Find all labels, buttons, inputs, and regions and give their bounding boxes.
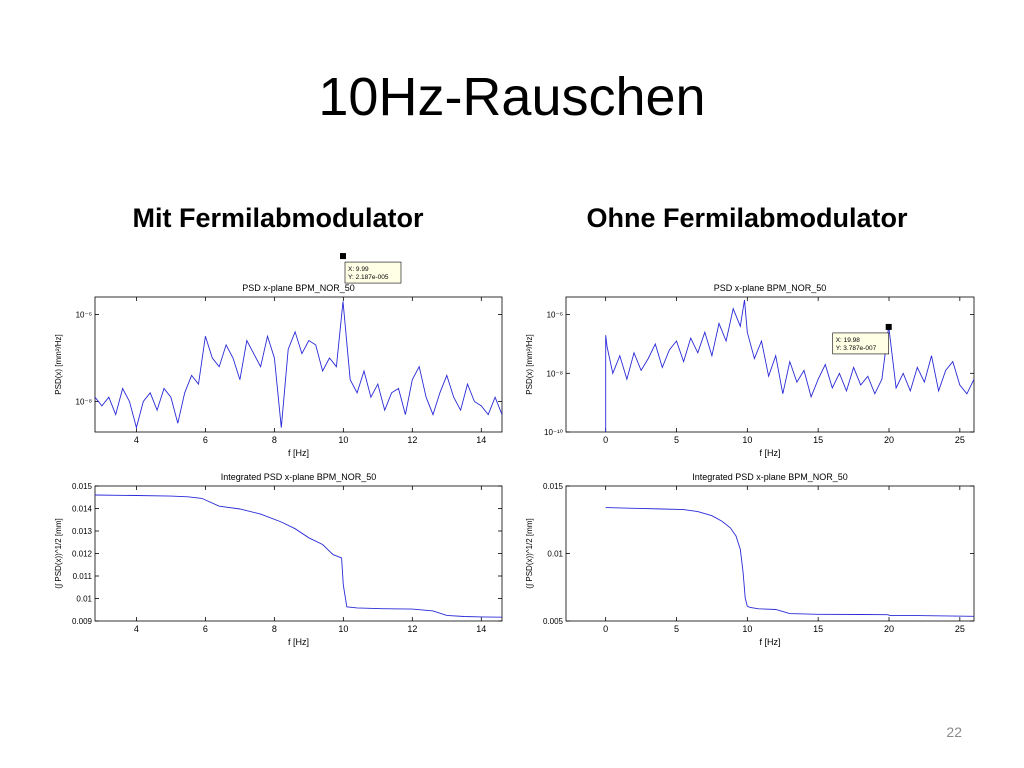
x-tick-label: 4 [134, 624, 139, 634]
y-tick-label: 10⁻¹⁰ [544, 428, 563, 437]
y-tick-label: 0.01 [76, 595, 92, 604]
x-tick-label: 10 [338, 624, 348, 634]
datatip-y: Y: 3.787e-007 [836, 345, 877, 352]
x-axis-label: f [Hz] [288, 637, 309, 647]
datatip-marker [885, 323, 892, 330]
y-tick-label: 0.013 [72, 527, 93, 536]
x-tick-label: 15 [813, 624, 823, 634]
plot-frame [565, 296, 975, 433]
plot-title: Integrated PSD x-plane BPM_NOR_50 [692, 472, 848, 482]
datatip-marker [339, 253, 346, 260]
x-tick-label: 12 [407, 435, 417, 445]
x-axis-label: f [Hz] [759, 637, 780, 647]
y-tick-label: 0.009 [72, 617, 93, 626]
x-tick-label: 6 [203, 435, 208, 445]
x-tick-label: 8 [272, 624, 277, 634]
series-line [605, 299, 974, 432]
x-tick-label: 0 [603, 624, 608, 634]
datatip-x: X: 9.99 [348, 266, 369, 273]
plot-frame [94, 296, 503, 433]
y-tick-label: 0.015 [72, 482, 93, 491]
series-line [605, 507, 974, 617]
left-integrated-psd-plot: Integrated PSD x-plane BPM_NOR_50 4 6 8 10 12… [54, 472, 503, 647]
x-tick-label: 25 [955, 435, 965, 445]
datatip-y: Y: 2.187e-005 [348, 274, 389, 281]
x-tick-label: 6 [203, 624, 208, 634]
plot-title: Integrated PSD x-plane BPM_NOR_50 [221, 472, 377, 482]
left-psd-plot: PSD x-plane BPM_NOR_50 4 6 8 10 12 14 10⁻⁶ 10⁻⁸ f… [54, 253, 503, 458]
series-line [95, 494, 502, 618]
y-tick-label: 10⁻⁸ [76, 398, 93, 407]
plot-frame [94, 485, 503, 622]
y-tick-label: 10⁻⁶ [547, 311, 563, 320]
y-tick-label: 10⁻⁸ [547, 369, 564, 378]
x-tick-label: 20 [884, 624, 894, 634]
y-tick-label: 0.015 [543, 482, 564, 491]
y-tick-label: 0.011 [73, 572, 93, 581]
x-tick-label: 10 [742, 435, 752, 445]
x-tick-label: 25 [955, 624, 965, 634]
left-column-heading: Mit Fermilabmodulator [132, 203, 424, 233]
x-tick-label: 20 [884, 435, 894, 445]
x-tick-label: 5 [674, 624, 679, 634]
x-tick-label: 4 [134, 435, 139, 445]
x-tick-label: 10 [742, 624, 752, 634]
x-tick-label: 14 [476, 435, 486, 445]
slide-title: 10Hz-Rauschen [318, 67, 706, 127]
x-axis-label: f [Hz] [759, 448, 780, 458]
datatip-x: X: 19.98 [836, 337, 861, 344]
x-tick-label: 8 [272, 435, 277, 445]
y-axis-label: PSD(x) [mm²/Hz] [525, 334, 534, 394]
right-column-heading: Ohne Fermilabmodulator [586, 203, 908, 233]
x-tick-label: 10 [338, 435, 348, 445]
slide-number: 22 [946, 724, 962, 740]
y-axis-label: (∫ PSD(x))^1/2 [mm] [525, 518, 534, 588]
y-tick-label: 0.005 [543, 617, 564, 626]
datatip-box [832, 332, 890, 355]
y-tick-label: 0.014 [72, 505, 93, 514]
y-tick-label: 10⁻⁶ [76, 310, 92, 319]
y-axis-label: (∫ PSD(x))^1/2 [mm] [54, 518, 63, 588]
x-tick-label: 14 [476, 624, 486, 634]
plot-title: PSD x-plane BPM_NOR_50 [714, 283, 827, 293]
x-axis-label: f [Hz] [288, 448, 309, 458]
right-integrated-psd-plot: Integrated PSD x-plane BPM_NOR_50 0 5 10 15 2… [525, 472, 975, 647]
datatip-box [344, 261, 402, 284]
y-axis-label: PSD(x) [mm²/Hz] [54, 334, 63, 394]
series-line [95, 301, 502, 430]
x-tick-label: 0 [603, 435, 608, 445]
x-tick-label: 12 [407, 624, 417, 634]
y-tick-label: 0.01 [547, 550, 563, 559]
plot-title: PSD x-plane BPM_NOR_50 [242, 283, 355, 293]
x-tick-label: 5 [674, 435, 679, 445]
x-tick-label: 15 [813, 435, 823, 445]
y-tick-label: 0.012 [72, 550, 93, 559]
right-psd-plot: PSD x-plane BPM_NOR_50 0 5 10 15 20 25 10⁻⁶ 10⁻⁸… [525, 283, 975, 458]
plot-frame [565, 485, 975, 622]
